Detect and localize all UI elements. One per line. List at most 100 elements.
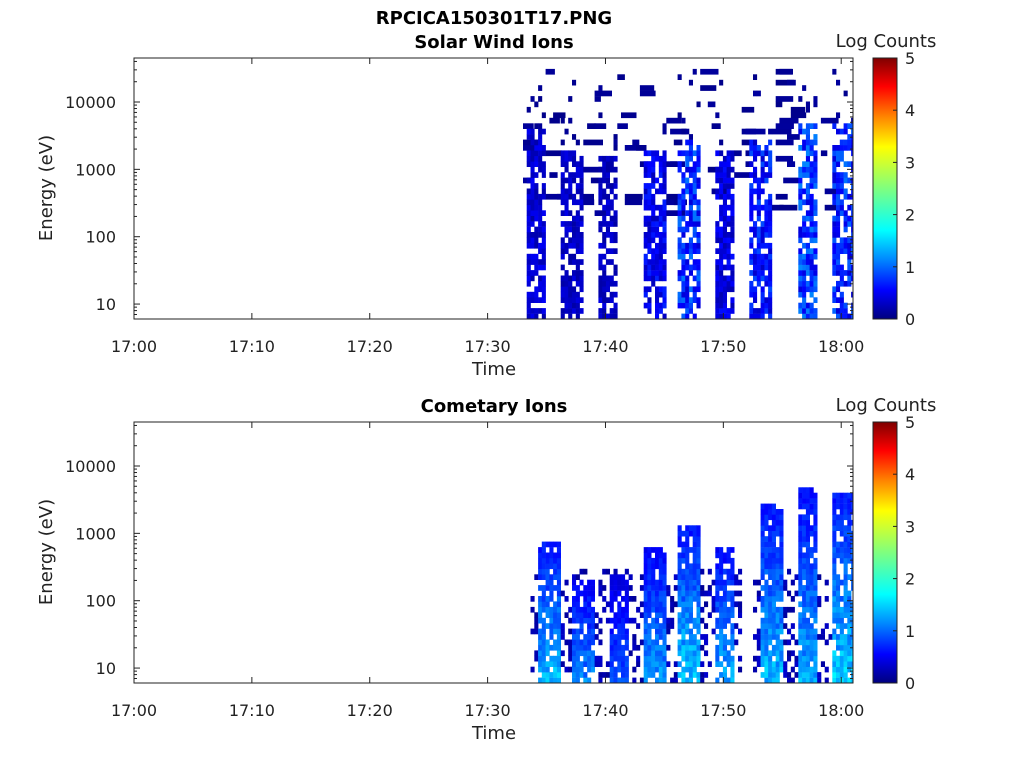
heatmap-cell <box>677 612 682 618</box>
heatmap-cell <box>643 552 648 559</box>
heatmap-cell <box>768 601 773 608</box>
heatmap-cell <box>836 634 841 640</box>
heatmap-cell <box>696 563 701 570</box>
heatmap-cell <box>541 585 546 591</box>
heatmap-cell <box>756 655 761 662</box>
heatmap-cell <box>696 541 701 548</box>
heatmap-cell <box>775 655 780 662</box>
heatmap-cell <box>568 221 573 227</box>
heatmap-cell <box>624 612 629 618</box>
heatmap-cell <box>526 150 531 157</box>
heatmap-cell <box>719 563 724 570</box>
heatmap-cell <box>768 308 773 314</box>
heatmap-cell <box>696 677 701 684</box>
heatmap-cell <box>530 172 535 178</box>
heatmap-cell <box>572 177 577 184</box>
heatmap-cell <box>771 672 776 678</box>
heatmap-cell <box>851 188 853 195</box>
heatmap-cell <box>643 677 648 684</box>
heatmap-cell <box>617 617 622 624</box>
heatmap-cell <box>587 655 592 662</box>
heatmap-cell <box>541 644 546 651</box>
heatmap-cell <box>775 628 780 635</box>
heatmap-cell <box>711 579 716 586</box>
heatmap-cell <box>621 579 626 586</box>
heatmap-cell <box>843 492 848 499</box>
heatmap-cell <box>726 650 731 657</box>
heatmap-cell <box>696 530 701 537</box>
heatmap-cell <box>572 601 577 608</box>
heatmap-cell <box>745 161 752 167</box>
colorbar-tick-label: 3 <box>905 517 915 536</box>
heatmap-cell <box>771 509 776 515</box>
heatmap-cell <box>817 574 822 580</box>
heatmap-cell <box>655 226 660 233</box>
heatmap-cell <box>843 188 848 195</box>
heatmap-cell <box>715 302 720 309</box>
heatmap-cell <box>798 666 803 673</box>
heatmap-cell <box>632 666 637 673</box>
heatmap-cell <box>696 552 701 559</box>
heatmap-cell <box>677 601 682 608</box>
heatmap-cell <box>609 634 614 640</box>
heatmap-cell <box>568 644 573 651</box>
heatmap-cell <box>787 606 792 613</box>
heatmap-cell <box>715 297 720 303</box>
heatmap-cell <box>553 677 558 684</box>
heatmap-cell <box>753 172 758 178</box>
heatmap-cell <box>802 139 807 146</box>
heatmap-cell <box>843 161 848 167</box>
heatmap-cell <box>760 188 765 195</box>
heatmap-cell <box>655 177 660 184</box>
heatmap-cell <box>851 264 853 271</box>
heatmap-cell <box>843 644 848 651</box>
heatmap-cell <box>549 661 554 667</box>
heatmap-cell <box>722 226 727 233</box>
heatmap-cell <box>575 242 580 249</box>
heatmap-cell <box>579 308 584 314</box>
heatmap-cell <box>764 503 769 510</box>
heatmap-cell <box>847 547 852 553</box>
heatmap-cell <box>836 188 841 195</box>
heatmap-cell <box>779 623 784 629</box>
heatmap-cell <box>677 275 682 282</box>
heatmap-cell <box>647 639 652 646</box>
heatmap-cell <box>526 226 531 233</box>
heatmap-cell <box>756 253 761 260</box>
heatmap-cell <box>839 628 844 635</box>
heatmap-cell <box>798 590 803 597</box>
heatmap-cell <box>753 655 758 662</box>
heatmap-cell <box>564 579 569 586</box>
heatmap-cell <box>764 519 769 526</box>
heatmap-cell <box>658 568 663 575</box>
heatmap-cell <box>613 193 618 200</box>
heatmap-cell <box>572 617 577 624</box>
heatmap-cell <box>760 601 765 608</box>
heatmap-cell <box>575 297 580 303</box>
heatmap-cell <box>809 248 814 254</box>
heatmap-cell <box>643 232 648 238</box>
heatmap-cell <box>639 574 644 580</box>
heatmap-cell <box>609 585 614 591</box>
heatmap-cell <box>764 585 769 591</box>
heatmap-cell <box>658 253 663 260</box>
heatmap-cell <box>719 139 724 146</box>
heatmap-cell <box>771 666 776 673</box>
heatmap-cell <box>756 661 761 667</box>
heatmap-cell <box>700 634 705 640</box>
heatmap-cell <box>662 128 667 135</box>
colorbar <box>872 57 898 320</box>
heatmap-cell <box>545 150 562 157</box>
heatmap-cell <box>813 525 818 531</box>
heatmap-cell <box>847 661 852 667</box>
heatmap-cell <box>556 547 561 553</box>
heatmap-cell <box>726 606 731 613</box>
heatmap-cell <box>677 628 682 635</box>
heatmap-cell <box>572 672 577 678</box>
heatmap-cell <box>715 563 720 570</box>
heatmap-cell <box>575 210 580 216</box>
heatmap-cell <box>730 557 735 564</box>
heatmap-cell <box>836 150 841 157</box>
heatmap-cell <box>538 677 543 684</box>
